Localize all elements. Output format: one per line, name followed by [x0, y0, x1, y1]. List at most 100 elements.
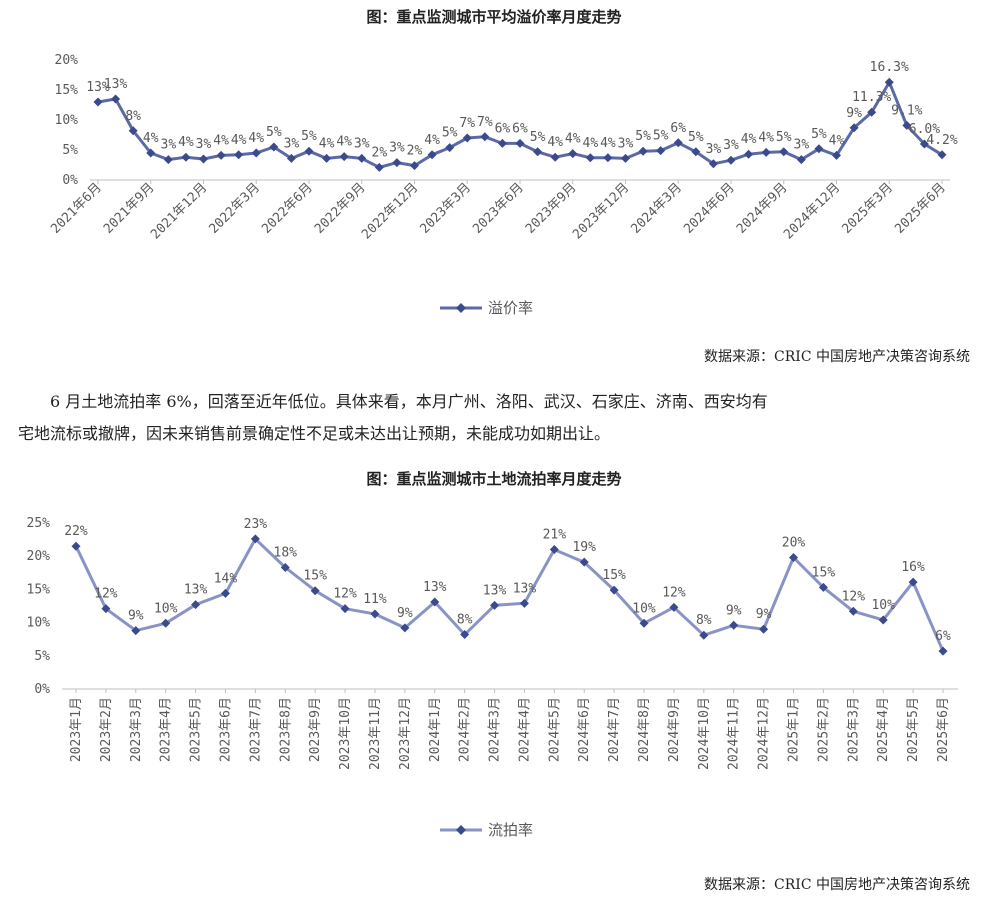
- data-point: [445, 143, 455, 153]
- data-label: 2%: [407, 144, 423, 159]
- data-point: [199, 154, 208, 164]
- data-point: [163, 155, 173, 165]
- legend-label: 流拍率: [488, 821, 533, 839]
- x-tick-label: 2023年11月: [368, 697, 383, 770]
- x-tick-label: 2023年10月: [338, 697, 353, 770]
- data-point: [849, 123, 859, 133]
- data-label: 13%: [86, 80, 110, 95]
- x-tick-label: 2022年3月: [206, 180, 263, 237]
- data-label: 13%: [184, 583, 208, 598]
- data-point: [251, 148, 261, 158]
- data-point: [568, 149, 578, 159]
- data-point: [937, 150, 947, 160]
- data-point: [919, 139, 929, 149]
- data-point: [744, 149, 754, 159]
- data-point: [691, 147, 701, 157]
- data-point: [609, 585, 619, 595]
- data-point: [161, 618, 171, 628]
- data-point: [400, 623, 410, 633]
- data-point: [902, 120, 912, 130]
- data-point: [286, 153, 296, 163]
- data-label: 3%: [161, 138, 177, 153]
- data-point: [603, 153, 613, 163]
- data-point: [761, 147, 771, 157]
- y-tick-label: 5%: [34, 649, 50, 664]
- x-tick-label: 2024年7月: [607, 697, 622, 762]
- data-label: 4%: [758, 130, 774, 145]
- data-label: 5%: [442, 126, 458, 141]
- x-tick-label: 2023年8月: [278, 697, 293, 762]
- data-label: 15%: [303, 569, 327, 584]
- data-point: [519, 598, 529, 608]
- x-tick-label: 2023年9月: [308, 697, 323, 762]
- legend-label: 溢价率: [488, 299, 533, 317]
- data-label: 5%: [530, 130, 546, 145]
- data-point: [673, 138, 683, 148]
- data-label: 13%: [104, 77, 128, 92]
- y-tick-label: 0%: [34, 682, 50, 697]
- data-point: [884, 77, 894, 87]
- data-label: 4%: [143, 131, 159, 146]
- y-tick-label: 15%: [27, 582, 51, 597]
- data-label: 5%: [635, 129, 651, 144]
- data-point: [490, 600, 500, 610]
- data-label: 2%: [372, 145, 388, 160]
- data-point: [515, 138, 525, 148]
- data-point: [814, 144, 824, 154]
- data-label: 3%: [618, 136, 634, 151]
- data-label: 9.1%: [891, 103, 922, 118]
- data-label: 23%: [244, 517, 268, 532]
- x-tick-label: 2023年12月: [398, 697, 413, 770]
- x-tick-label: 2024年5月: [547, 697, 562, 762]
- data-label: 16.3%: [870, 60, 909, 75]
- data-label: 4%: [741, 132, 757, 147]
- data-point: [410, 161, 419, 171]
- data-label: 3%: [284, 136, 300, 151]
- x-tick-label: 2024年9月: [667, 697, 682, 762]
- x-tick-label: 2024年3月: [628, 180, 685, 237]
- x-tick-label: 2021年9月: [101, 180, 158, 237]
- data-label: 6%: [495, 121, 511, 136]
- data-point: [430, 597, 440, 607]
- y-tick-label: 20%: [27, 549, 51, 564]
- data-point: [370, 609, 380, 619]
- y-tick-label: 20%: [55, 53, 79, 68]
- x-tick-label: 2025年6月: [892, 180, 949, 237]
- x-tick-label: 2025年2月: [816, 697, 831, 762]
- data-label: 8%: [696, 613, 712, 628]
- data-point: [357, 153, 367, 163]
- x-tick-label: 2023年4月: [159, 697, 174, 762]
- data-label: 3%: [389, 141, 405, 156]
- x-tick-label: 2024年3月: [488, 697, 503, 762]
- data-point: [462, 133, 472, 143]
- data-point: [146, 148, 156, 158]
- data-label: 6%: [670, 121, 686, 136]
- data-point: [322, 153, 332, 163]
- data-point: [669, 602, 679, 612]
- data-label: 9%: [846, 106, 862, 121]
- x-tick-label: 2023年12月: [570, 180, 632, 242]
- x-tick-label: 2024年4月: [517, 697, 532, 762]
- data-point: [93, 97, 103, 107]
- data-point: [729, 620, 739, 630]
- x-tick-label: 2023年9月: [523, 180, 580, 237]
- data-label: 13%: [513, 581, 537, 596]
- data-label: 9%: [397, 606, 413, 621]
- x-tick-label: 2024年11月: [727, 697, 742, 770]
- data-label: 12%: [94, 587, 118, 602]
- data-point: [699, 630, 709, 640]
- x-tick-label: 2025年3月: [839, 180, 896, 237]
- data-label: 10%: [871, 598, 895, 613]
- data-label: 4%: [829, 133, 845, 148]
- data-point: [549, 545, 559, 555]
- data-label: 4%: [178, 135, 194, 150]
- data-label: 22%: [64, 524, 88, 539]
- data-label: 5%: [811, 127, 827, 142]
- data-label: 5%: [688, 130, 704, 145]
- data-point: [818, 582, 828, 592]
- x-tick-label: 2023年6月: [470, 180, 527, 237]
- y-tick-label: 5%: [62, 143, 78, 158]
- data-label: 15%: [602, 568, 626, 583]
- data-label: 10%: [154, 601, 178, 616]
- series-line: [74, 537, 945, 652]
